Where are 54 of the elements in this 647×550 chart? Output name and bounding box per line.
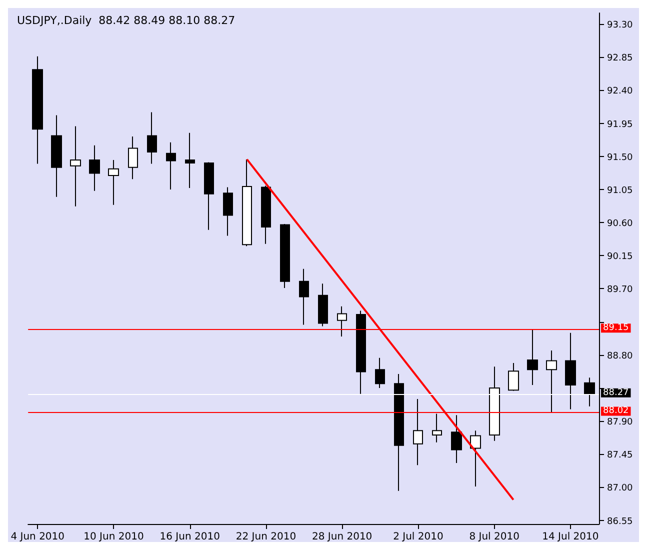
candlestick (337, 306, 347, 338)
candlestick (108, 160, 119, 206)
candlestick (242, 158, 252, 247)
y-tick-label: 91.05 (607, 186, 633, 196)
candlestick (166, 142, 176, 190)
ref-line-label: 89.15 (603, 323, 629, 334)
x-tick-label: 10 Jun 2010 (84, 532, 144, 542)
candlestick (451, 414, 462, 464)
chart-title: USDJPY,.Daily 88.42 88.49 88.10 88.27 (17, 14, 236, 27)
ref-line-label: 88.02 (603, 406, 629, 416)
y-tick-label: 91.95 (607, 120, 633, 130)
x-tick-label: 2 Jul 2010 (393, 532, 444, 542)
candlestick (32, 56, 43, 164)
candlestick (70, 126, 81, 207)
y-tick-label: 92.40 (607, 86, 634, 97)
candlestick (147, 112, 157, 164)
y-tick-label: 91.50 (607, 152, 634, 163)
candlestick (584, 377, 595, 407)
candlestick (413, 398, 423, 466)
y-tick-label: 86.55 (607, 516, 633, 527)
candlestick (280, 224, 290, 288)
y-tick-label: 87.45 (607, 450, 633, 461)
ref-line-label: 88.27 (603, 388, 629, 398)
candlestick (527, 328, 538, 386)
y-tick-label: 93.30 (607, 20, 634, 31)
candlestick (508, 362, 519, 392)
x-tick-label: 4 Jun 2010 (10, 532, 65, 542)
y-tick-label: 90.15 (607, 252, 633, 262)
candlestick (261, 185, 271, 244)
x-tick-label: 14 Jul 2010 (542, 532, 599, 542)
y-tick-label: 87.90 (607, 418, 634, 428)
x-tick-label: 8 Jul 2010 (469, 532, 520, 542)
y-tick-label: 88.80 (607, 351, 634, 362)
candlestick (223, 186, 233, 236)
candlestick (432, 413, 442, 443)
candlestick (470, 430, 481, 487)
y-tick-label: 92.85 (607, 54, 633, 64)
candlestick (394, 374, 404, 492)
x-tick-label: 16 Jun 2010 (160, 532, 220, 542)
y-tick-label: 87.00 (607, 484, 634, 494)
candlestick (375, 357, 385, 388)
y-tick-label: 90.60 (607, 219, 634, 230)
candlestick (318, 283, 328, 327)
candlestick (565, 332, 576, 410)
candlestick (51, 114, 62, 198)
candlestick (89, 144, 100, 192)
x-tick-label: 28 Jun 2010 (312, 532, 372, 542)
y-tick-label: 89.70 (607, 285, 634, 296)
candlestick (128, 136, 138, 180)
candlestick (356, 310, 366, 394)
candlestick (299, 268, 309, 326)
x-tick-label: 22 Jun 2010 (236, 532, 296, 542)
candlestick (204, 162, 214, 230)
candlestick (185, 132, 195, 188)
